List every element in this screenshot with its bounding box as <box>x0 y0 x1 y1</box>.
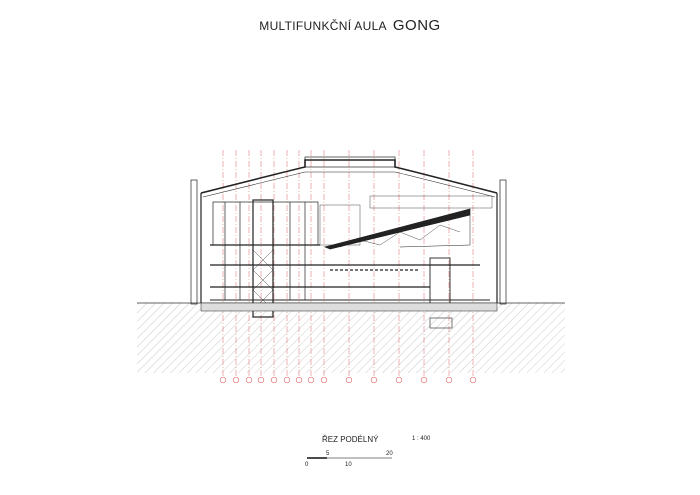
grid-axis-bubble <box>283 376 291 384</box>
building-section <box>190 156 507 329</box>
grid-axis-bubble <box>245 376 253 384</box>
grid-axis-bubble <box>232 376 240 384</box>
grid-axis-bubble <box>295 376 303 384</box>
auditorium-seating <box>323 208 471 250</box>
grid-axis-bubble <box>370 376 378 384</box>
grid-axis-bubble <box>219 376 227 384</box>
roof-monitor <box>304 156 396 168</box>
lift-shaft <box>252 199 274 318</box>
section-caption: ŘEZ PODÉLNÝ <box>322 435 379 444</box>
left-column <box>190 179 198 305</box>
scale-label-5: 5 <box>326 451 330 457</box>
grid-axes <box>219 150 477 384</box>
grid-axis-bubble <box>345 376 353 384</box>
title-prefix: MULTIFUNKČNÍ AULA <box>259 19 387 33</box>
grid-axis-bubble <box>257 376 265 384</box>
ground-hatch <box>137 302 565 373</box>
grid-axis-bubble <box>270 376 278 384</box>
scale-label-10: 10 <box>345 462 352 468</box>
scale-label-0: 0 <box>305 462 309 468</box>
title-name: GONG <box>392 17 441 34</box>
roof <box>200 159 498 194</box>
scale-label-20: 20 <box>386 451 393 457</box>
grid-axis-bubble <box>320 376 328 384</box>
scale-ratio: 1 : 400 <box>412 436 431 442</box>
grid-axis-bubble <box>420 376 428 384</box>
grid-axis-bubble <box>445 376 453 384</box>
grid-axis-bubble <box>469 376 477 384</box>
drawing-title: MULTIFUNKČNÍ AULA GONG <box>0 17 700 35</box>
grid-axis-bubble <box>395 376 403 384</box>
right-column <box>499 179 507 305</box>
grid-axis-bubble <box>307 376 315 384</box>
